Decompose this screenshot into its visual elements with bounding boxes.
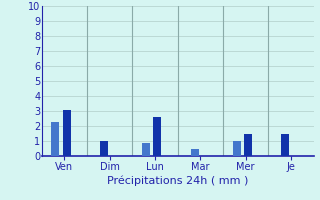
- Bar: [153, 117, 161, 156]
- X-axis label: Précipitations 24h ( mm ): Précipitations 24h ( mm ): [107, 176, 248, 186]
- Bar: [233, 141, 241, 156]
- Bar: [63, 110, 70, 156]
- Bar: [142, 142, 150, 156]
- Bar: [244, 134, 252, 156]
- Bar: [100, 141, 108, 156]
- Bar: [191, 148, 199, 156]
- Bar: [51, 121, 59, 156]
- Bar: [281, 134, 289, 156]
